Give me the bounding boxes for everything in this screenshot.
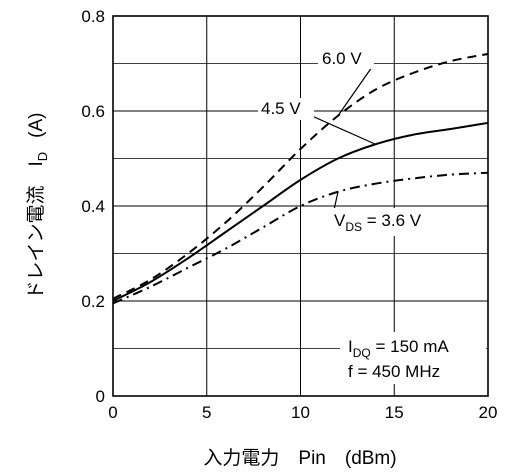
x-tick-label-1: 5 xyxy=(202,403,211,422)
label-6v: 6.0 V xyxy=(322,49,362,68)
y-axis-title-sub: D xyxy=(35,152,50,161)
x-tick-label-0: 0 xyxy=(108,403,117,422)
y-axis-title: ドレイン電流 ID (A) xyxy=(25,113,50,300)
label-45v-bg xyxy=(258,98,314,120)
annotation-leaders xyxy=(311,66,376,211)
label-6v-bg xyxy=(318,47,374,69)
conditions-idq: IDQ = 150 mA xyxy=(348,337,449,360)
y-tick-labels: 0 0.2 0.4 0.6 0.8 xyxy=(81,7,105,406)
y-tick-label-1: 0.2 xyxy=(81,292,105,311)
x-tick-label-2: 10 xyxy=(291,403,310,422)
conditions-bg xyxy=(340,332,486,384)
label-vds: VDS = 3.6 V xyxy=(334,211,422,234)
leader-45v xyxy=(311,115,376,145)
label-vds-main: V xyxy=(334,211,346,230)
x-tick-label-3: 15 xyxy=(385,403,404,422)
series-line-0 xyxy=(112,53,489,300)
plot-frame xyxy=(112,15,489,397)
conditions-idq-sub: DQ xyxy=(353,346,371,360)
x-tick-label-4: 20 xyxy=(479,403,498,422)
y-tick-label-0: 0 xyxy=(96,387,105,406)
x-axis-title: 入力電力 Pin (dBm) xyxy=(203,447,396,469)
series-line-1 xyxy=(112,121,489,302)
conditions-idq-rest: = 150 mA xyxy=(371,337,450,356)
label-vds-sub: DS xyxy=(345,220,362,234)
leader-6v xyxy=(337,66,373,117)
y-axis-title-main: ドレイン電流 I xyxy=(25,161,47,299)
label-45v: 4.5 V xyxy=(261,99,301,118)
conditions-freq: f = 450 MHz xyxy=(348,362,440,381)
label-vds-bg xyxy=(330,208,450,236)
series-line-2 xyxy=(112,171,489,305)
leader-vds xyxy=(333,191,339,211)
y-axis-title-unit: (A) xyxy=(26,113,47,138)
y-tick-label-4: 0.8 xyxy=(81,7,105,26)
series-layer xyxy=(112,53,489,305)
conditions-idq-main: I xyxy=(348,337,353,356)
y-tick-label-3: 0.6 xyxy=(81,102,105,121)
x-tick-labels: 0 5 10 15 20 xyxy=(108,403,497,422)
y-tick-label-2: 0.4 xyxy=(81,197,105,216)
label-vds-rest: = 3.6 V xyxy=(362,211,422,230)
